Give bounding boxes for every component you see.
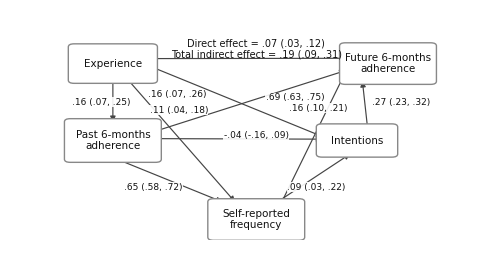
Text: .09 (.03, .22): .09 (.03, .22) <box>287 183 346 192</box>
Text: Direct effect = .07 (.03, .12): Direct effect = .07 (.03, .12) <box>188 39 325 49</box>
Text: .11 (.04, .18): .11 (.04, .18) <box>150 106 208 115</box>
Text: .16 (.07, .25): .16 (.07, .25) <box>72 97 130 107</box>
Text: Self-reported
frequency: Self-reported frequency <box>222 209 290 230</box>
Text: .16 (.07, .26): .16 (.07, .26) <box>148 90 206 99</box>
FancyBboxPatch shape <box>340 43 436 84</box>
Text: .65 (.58, .72): .65 (.58, .72) <box>124 183 183 192</box>
FancyBboxPatch shape <box>64 119 162 162</box>
FancyBboxPatch shape <box>208 199 304 240</box>
FancyBboxPatch shape <box>68 44 158 83</box>
Text: Total indirect effect = .19 (.09, .31): Total indirect effect = .19 (.09, .31) <box>171 49 342 59</box>
Text: .69 (.63, .75): .69 (.63, .75) <box>266 93 324 102</box>
Text: -.04 (-.16, .09): -.04 (-.16, .09) <box>224 131 289 140</box>
Text: Future 6-months
adherence: Future 6-months adherence <box>345 53 431 75</box>
Text: Experience: Experience <box>84 59 142 69</box>
Text: Intentions: Intentions <box>331 136 383 146</box>
Text: .16 (.10, .21): .16 (.10, .21) <box>289 104 348 113</box>
Text: Past 6-months
adherence: Past 6-months adherence <box>76 130 150 151</box>
Text: .27 (.23, .32): .27 (.23, .32) <box>372 97 430 107</box>
FancyBboxPatch shape <box>316 124 398 157</box>
